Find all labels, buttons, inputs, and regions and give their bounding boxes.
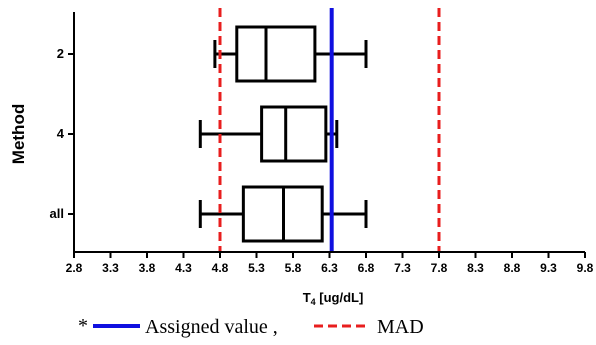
- x-tick-label: 8.8: [504, 261, 521, 275]
- x-tick-label: 2.8: [66, 261, 83, 275]
- x-tick-label: 3.3: [102, 261, 119, 275]
- x-axis-title: T4 [ug/dL]: [303, 290, 364, 307]
- legend-label-mad: MAD: [377, 316, 424, 338]
- legend-label-assigned-value: Assigned value ,: [145, 316, 278, 338]
- iqr-box: [235, 25, 317, 83]
- x-tick-label: 8.3: [467, 261, 484, 275]
- plot-area: [198, 8, 441, 252]
- x-tick-label: 7.3: [394, 261, 411, 275]
- iqr-box: [260, 105, 328, 163]
- legend: * Assigned value , MAD: [78, 315, 424, 338]
- y-tick-label: 2: [57, 46, 64, 61]
- x-tick-label: 9.3: [540, 261, 557, 275]
- x-tick-label: 5.3: [248, 261, 265, 275]
- x-tick-label: 7.8: [431, 261, 448, 275]
- x-tick-label: 6.8: [358, 261, 375, 275]
- x-axis: 2.8 3.3 3.8 4.3 4.8 5.3 5.8 6.3 6.8 7.3 7.8 8.3 8.8 9…: [66, 251, 594, 275]
- y-axis-title: Method: [9, 104, 28, 164]
- box-plot-4: [198, 105, 339, 163]
- box-plot-2: [213, 25, 368, 83]
- y-axis: 2 4 all: [50, 12, 75, 252]
- y-tick-label: all: [50, 206, 64, 221]
- x-tick-label: 6.3: [321, 261, 338, 275]
- y-tick-label: 4: [57, 126, 65, 141]
- x-axis-title-subscript: 4: [311, 297, 316, 307]
- box-plot-all: [198, 185, 368, 243]
- x-tick-label: 4.8: [212, 261, 229, 275]
- x-tick-label: 4.3: [175, 261, 192, 275]
- x-tick-label: 5.8: [285, 261, 302, 275]
- legend-asterisk: *: [78, 315, 88, 337]
- x-tick-label: 9.8: [577, 261, 594, 275]
- x-tick-label: 3.8: [139, 261, 156, 275]
